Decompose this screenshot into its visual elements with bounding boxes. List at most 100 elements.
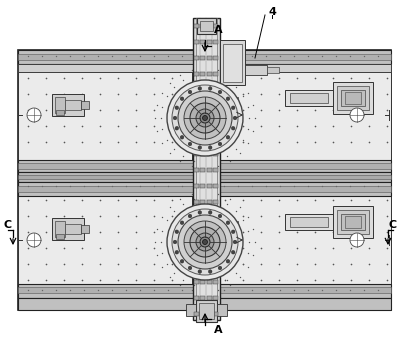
Circle shape: [233, 116, 237, 120]
Bar: [207, 216, 212, 220]
Bar: [18, 287, 391, 293]
Bar: [194, 88, 199, 92]
Circle shape: [178, 215, 232, 269]
Bar: [333, 82, 373, 114]
Bar: [194, 24, 199, 28]
Bar: [341, 214, 365, 230]
Bar: [213, 56, 218, 60]
Circle shape: [167, 80, 243, 156]
Bar: [213, 72, 218, 76]
Bar: [207, 200, 212, 204]
Bar: [345, 92, 361, 104]
Bar: [213, 168, 218, 172]
Bar: [200, 232, 205, 236]
Bar: [194, 56, 199, 60]
Circle shape: [184, 97, 226, 139]
Bar: [290, 93, 328, 103]
Circle shape: [209, 87, 212, 90]
Circle shape: [231, 250, 235, 254]
Bar: [18, 50, 391, 64]
Bar: [194, 168, 199, 172]
Bar: [207, 168, 212, 172]
Bar: [194, 72, 199, 76]
Bar: [245, 65, 267, 75]
Bar: [194, 200, 199, 204]
Bar: [18, 172, 391, 182]
Bar: [52, 218, 84, 240]
Bar: [194, 184, 199, 188]
Bar: [207, 280, 212, 284]
Bar: [213, 216, 218, 220]
Circle shape: [188, 142, 192, 146]
Circle shape: [198, 87, 202, 90]
Bar: [18, 284, 391, 298]
Bar: [200, 296, 205, 300]
Bar: [18, 298, 391, 310]
Bar: [290, 217, 328, 227]
Bar: [200, 24, 205, 28]
Circle shape: [198, 146, 202, 149]
Circle shape: [178, 91, 232, 145]
Bar: [193, 18, 220, 320]
Bar: [196, 300, 217, 322]
Bar: [207, 104, 212, 108]
Circle shape: [173, 116, 177, 120]
Bar: [194, 296, 199, 300]
Circle shape: [172, 209, 238, 275]
Bar: [18, 160, 391, 172]
Bar: [213, 232, 218, 236]
Bar: [200, 216, 205, 220]
Circle shape: [27, 233, 41, 247]
Circle shape: [350, 108, 364, 122]
Bar: [337, 210, 369, 234]
Bar: [207, 88, 212, 92]
Text: A: A: [214, 325, 222, 335]
Circle shape: [196, 233, 214, 251]
Bar: [65, 224, 81, 234]
Circle shape: [218, 142, 222, 146]
Bar: [207, 56, 212, 60]
Bar: [200, 248, 205, 252]
Bar: [56, 234, 64, 239]
Bar: [196, 18, 217, 320]
Bar: [213, 200, 218, 204]
Circle shape: [190, 227, 220, 257]
Bar: [285, 214, 333, 230]
Bar: [200, 40, 205, 44]
Bar: [207, 248, 212, 252]
Bar: [213, 120, 218, 124]
Bar: [194, 232, 199, 236]
Bar: [200, 264, 205, 268]
Bar: [213, 40, 218, 44]
Bar: [213, 264, 218, 268]
Circle shape: [231, 230, 235, 234]
Circle shape: [172, 85, 238, 151]
Bar: [200, 104, 205, 108]
Circle shape: [350, 233, 364, 247]
Bar: [207, 120, 212, 124]
Bar: [81, 225, 89, 233]
Bar: [220, 97, 238, 111]
Bar: [56, 110, 64, 115]
Circle shape: [198, 211, 202, 214]
Bar: [200, 56, 205, 60]
Bar: [207, 136, 212, 140]
Bar: [65, 100, 81, 110]
Circle shape: [196, 109, 214, 127]
Circle shape: [233, 240, 237, 244]
Circle shape: [173, 240, 177, 244]
Bar: [337, 86, 369, 110]
Bar: [220, 40, 245, 85]
Circle shape: [175, 106, 178, 110]
Bar: [194, 104, 199, 108]
Circle shape: [200, 113, 210, 123]
Bar: [199, 303, 214, 319]
Circle shape: [184, 221, 226, 263]
Bar: [213, 152, 218, 156]
Bar: [207, 72, 212, 76]
Bar: [18, 50, 391, 310]
Circle shape: [218, 266, 222, 270]
Bar: [207, 296, 212, 300]
Bar: [207, 264, 212, 268]
Circle shape: [200, 237, 210, 247]
